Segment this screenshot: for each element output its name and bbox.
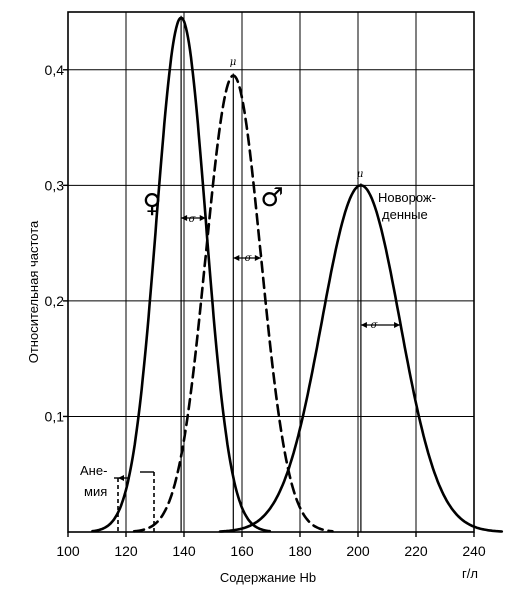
sigma-arrow-left-female — [181, 215, 188, 221]
distribution-curves — [91, 15, 504, 533]
y-tick-label: 0,4 — [45, 62, 65, 78]
y-tick-label: 0,3 — [45, 177, 65, 193]
sigma-arrow-right-female — [199, 215, 206, 221]
x-tick-label: 200 — [346, 543, 370, 559]
sigma-label-female: σ — [189, 214, 197, 225]
x-tick-label: 160 — [230, 543, 254, 559]
mu-label-male: μ — [230, 57, 237, 68]
y-axis-title: Относительная частота — [26, 220, 41, 363]
mu-label-newborn: μ — [357, 169, 364, 180]
x-axis-ticks: 100 120 140 160 180 200 220 240 — [56, 532, 486, 559]
x-axis-unit: г/л — [462, 566, 478, 581]
male-symbol: ♂ — [260, 183, 283, 213]
sigma-arrow-left-male — [233, 255, 240, 261]
grid — [67, 12, 475, 532]
x-tick-label: 240 — [462, 543, 486, 559]
x-tick-label: 220 — [404, 543, 428, 559]
x-axis-title: Содержание Hb — [220, 570, 316, 585]
sigma-arrow-left-newborn — [360, 322, 367, 328]
sigma-label-newborn: σ — [371, 320, 379, 331]
x-tick-label: 140 — [172, 543, 196, 559]
newborn-label-line1: Новорож- — [378, 190, 436, 205]
sigma-arrow-right-male — [254, 255, 261, 261]
sigma-markers — [181, 215, 401, 328]
anemia-label-line2: мия — [84, 484, 107, 499]
female-symbol: ♀ — [142, 189, 161, 219]
y-axis-ticks: 0,1 0,2 0,3 0,4 — [45, 62, 68, 424]
anemia-pointer-arrow — [118, 475, 124, 481]
anemia-label-line1: Ане- — [80, 463, 107, 478]
y-tick-label: 0,1 — [45, 408, 65, 424]
x-tick-label: 120 — [114, 543, 138, 559]
plot-frame — [67, 11, 475, 533]
sigma-arrow-right-newborn — [394, 322, 401, 328]
x-tick-label: 180 — [288, 543, 312, 559]
sigma-label-male: σ — [245, 253, 253, 264]
anemia-markers — [114, 471, 155, 532]
x-tick-label: 100 — [56, 543, 80, 559]
y-tick-label: 0,2 — [45, 293, 65, 309]
newborn-label-line2: денные — [382, 207, 428, 222]
